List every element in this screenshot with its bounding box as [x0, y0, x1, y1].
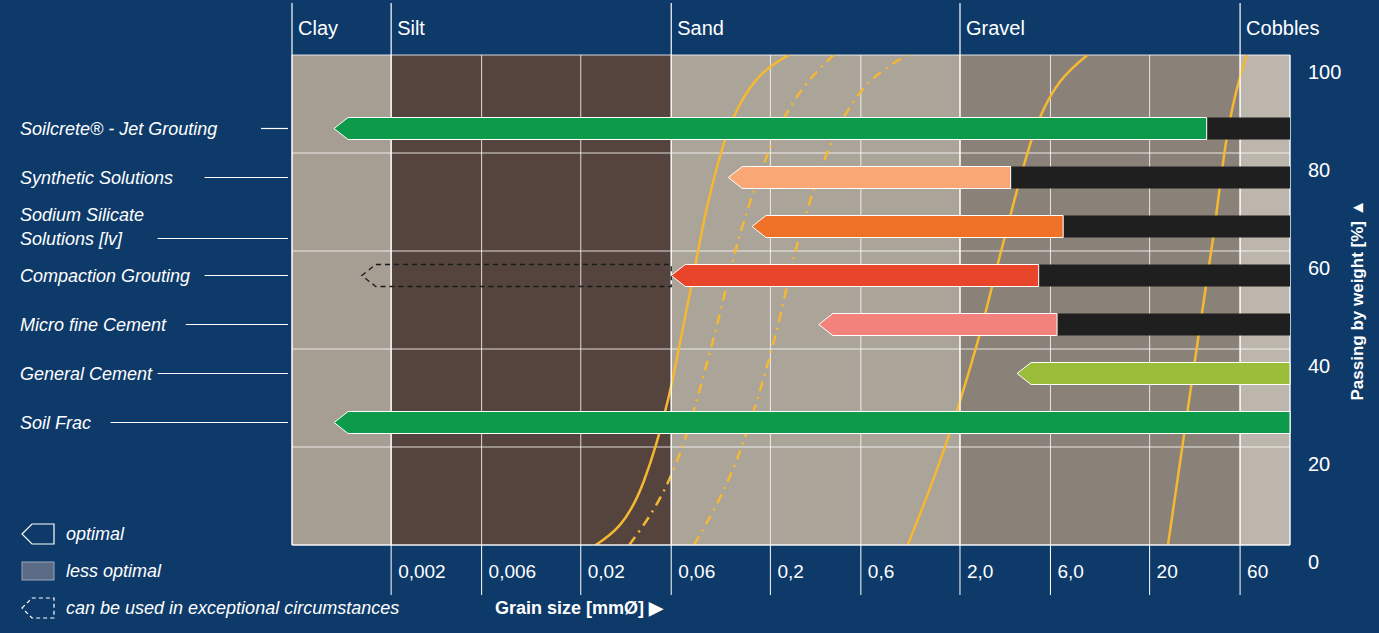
svg-text:0,02: 0,02 [588, 561, 625, 582]
html-text:Grain size [mmØ] ▶: Grain size [mmØ] ▶ [495, 598, 663, 618]
svg-text:Micro fine Cement: Micro fine Cement [20, 315, 167, 335]
svg-text:Synthetic Solutions: Synthetic Solutions [20, 168, 173, 188]
svg-text:0,002: 0,002 [398, 561, 446, 582]
svg-text:Gravel: Gravel [966, 17, 1025, 39]
svg-text:Soilcrete® - Jet Grouting: Soilcrete® - Jet Grouting [20, 119, 217, 139]
svg-text:General Cement: General Cement [20, 364, 153, 384]
svg-text:80: 80 [1308, 159, 1330, 181]
html-text:Passing by weight [%] ▲: Passing by weight [%] ▲ [1348, 199, 1367, 401]
html-text:less optimal: less optimal [66, 560, 161, 581]
html-text:can be used in exceptional cir: can be used in exceptional circumstances [66, 597, 400, 618]
svg-text:0: 0 [1308, 551, 1319, 573]
svg-text:0,2: 0,2 [777, 561, 803, 582]
svg-text:Solutions [lv]: Solutions [lv] [20, 229, 123, 249]
svg-text:60: 60 [1308, 257, 1330, 279]
svg-text:20: 20 [1157, 561, 1178, 582]
svg-text:Compaction Grouting: Compaction Grouting [20, 266, 190, 286]
svg-text:Soil Frac: Soil Frac [20, 413, 91, 433]
svg-text:0,006: 0,006 [489, 561, 537, 582]
svg-text:2,0: 2,0 [967, 561, 993, 582]
svg-text:6,0: 6,0 [1057, 561, 1083, 582]
svg-text:Sodium Silicate: Sodium Silicate [20, 205, 144, 225]
svg-text:Cobbles: Cobbles [1246, 17, 1319, 39]
svg-text:Sand: Sand [677, 17, 724, 39]
html-text:optimal: optimal [66, 523, 124, 544]
svg-text:Clay: Clay [298, 17, 338, 39]
svg-text:0,6: 0,6 [868, 561, 894, 582]
svg-text:100: 100 [1308, 61, 1341, 83]
svg-text:20: 20 [1308, 453, 1330, 475]
svg-text:60: 60 [1247, 561, 1268, 582]
svg-text:40: 40 [1308, 355, 1330, 377]
svg-text:Silt: Silt [397, 17, 425, 39]
svg-text:0,06: 0,06 [678, 561, 715, 582]
